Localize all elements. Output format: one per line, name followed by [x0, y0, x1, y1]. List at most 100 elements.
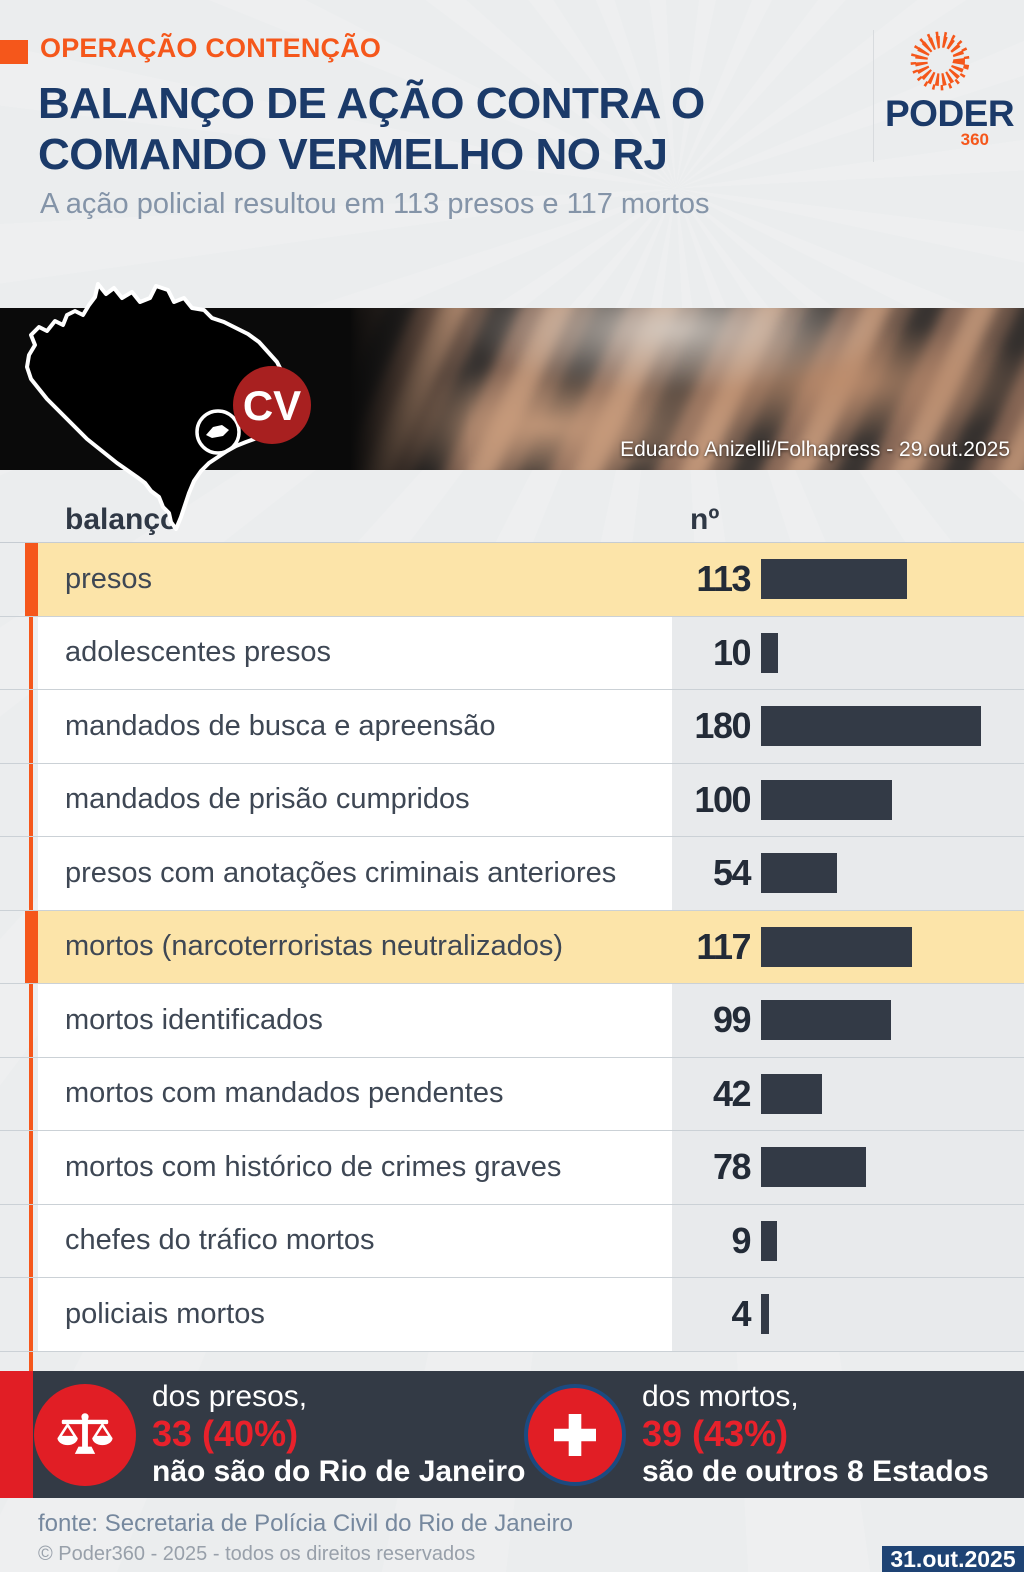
row-bar: [761, 1147, 866, 1188]
balance-table: balanço nº presos 113 adolescentes preso…: [0, 497, 1024, 1371]
row-value: 117: [696, 925, 751, 967]
row-gutter: [0, 984, 38, 1057]
row-value-cell: 113: [672, 543, 1024, 616]
table-row: presos 113: [0, 543, 1024, 617]
row-label: mandados de prisão cumpridos: [38, 763, 672, 836]
row-value: 180: [694, 705, 751, 747]
photo-band: Eduardo Anizelli/Folhapress - 29.out.202…: [0, 308, 1024, 470]
table-rows: presos 113 adolescentes presos 10 mandad…: [0, 543, 1024, 1352]
row-bar: [761, 1220, 777, 1261]
scales-icon: [34, 1383, 136, 1486]
row-value-cell: 100: [672, 763, 1024, 836]
table-row: mandados de busca e apreensão 180: [0, 690, 1024, 764]
row-value-cell: 78: [672, 1131, 1024, 1204]
row-value-cell: 10: [672, 616, 1024, 689]
source-note: fonte: Secretaria de Polícia Civil do Ri…: [38, 1510, 573, 1537]
medical-cross-icon: [524, 1383, 626, 1486]
table-row: policiais mortos 4: [0, 1278, 1024, 1352]
sunburst-icon: [910, 31, 970, 91]
row-value-cell: 117: [672, 910, 1024, 983]
row-gutter: [0, 1058, 38, 1131]
logo-360: 360: [960, 130, 989, 149]
logo-divider: [873, 30, 874, 162]
stat-line: são de outros 8 Estados: [642, 1455, 989, 1488]
stat-line: dos mortos,: [642, 1380, 799, 1413]
row-label: adolescentes presos: [38, 616, 672, 689]
kicker: OPERAÇÃO CONTENÇÃO: [40, 33, 382, 63]
cv-badge-label: CV: [243, 382, 301, 429]
highlight-orange-tab: [25, 543, 38, 616]
row-bar: [761, 779, 892, 820]
row-bar: [761, 853, 837, 894]
row-value-cell: 99: [672, 984, 1024, 1057]
row-label: mortos identificados: [38, 984, 672, 1057]
row-value: 99: [712, 999, 752, 1041]
table-row: mortos com mandados pendentes 42: [0, 1057, 1024, 1131]
brazil-silhouette: [25, 282, 292, 531]
header: OPERAÇÃO CONTENÇÃO BALANÇO DE AÇÃO CONTR…: [0, 0, 1024, 308]
date-badge: 31.out.2025: [882, 1546, 1024, 1572]
row-bar: [761, 632, 778, 673]
row-label: mortos com mandados pendentes: [38, 1057, 672, 1130]
row-bar: [761, 926, 912, 967]
stat-line: dos presos,: [152, 1380, 308, 1413]
row-value: 4: [731, 1293, 751, 1335]
row-bar: [761, 1073, 822, 1114]
row-bar: [761, 1000, 891, 1041]
row-gutter: [0, 1131, 38, 1204]
rio-state-shape: [206, 425, 229, 438]
stat-line: não são do Rio de Janeiro: [152, 1455, 526, 1488]
table-row: mandados de prisão cumpridos 100: [0, 763, 1024, 837]
cv-badge-circle: [233, 366, 311, 444]
stat-mortos-text: dos mortos, 39 (43%) são de outros 8 Est…: [642, 1379, 989, 1490]
row-gutter: [0, 690, 38, 763]
brazil-map: CV: [0, 270, 330, 542]
row-gutter: [0, 617, 38, 690]
row-value: 54: [712, 852, 752, 894]
title-line-2: COMANDO VERMELHO NO RJ: [38, 130, 668, 179]
column-header-label: balanço: [65, 502, 179, 536]
row-label: presos: [38, 543, 672, 616]
table-header: balanço nº: [0, 497, 1024, 543]
table-row: chefes do tráfico mortos 9: [0, 1204, 1024, 1278]
row-gutter: [0, 837, 38, 910]
orange-accent-block: [0, 40, 28, 64]
rio-highlight-ring: [195, 409, 241, 455]
row-value: 78: [712, 1146, 752, 1188]
photo-left-fade: [350, 308, 470, 470]
row-label: mandados de busca e apreensão: [38, 690, 672, 763]
logo-wordmark: PODER: [885, 93, 1015, 134]
column-header-value: nº: [690, 502, 720, 536]
table-row: mortos identificados 99: [0, 984, 1024, 1058]
row-value: 10: [712, 631, 752, 673]
stat-presos: dos presos, 33 (40%) não são do Rio de J…: [34, 1371, 525, 1498]
table-row: adolescentes presos 10: [0, 616, 1024, 690]
news-photo: Eduardo Anizelli/Folhapress - 29.out.202…: [350, 308, 1024, 470]
subtitle: A ação policial resultou em 113 presos e…: [40, 188, 710, 220]
row-value: 100: [694, 778, 751, 820]
stats-band: dos presos, 33 (40%) não são do Rio de J…: [0, 1371, 1024, 1498]
table-row: mortos com histórico de crimes graves 78: [0, 1131, 1024, 1205]
photo-credit: Eduardo Anizelli/Folhapress - 29.out.202…: [620, 438, 1010, 461]
row-value-cell: 42: [672, 1057, 1024, 1130]
row-value: 113: [696, 558, 751, 600]
poder360-logo: PODER 360: [885, 28, 1015, 150]
row-value: 42: [712, 1072, 752, 1114]
table-row: mortos (narcoterroristas neutralizados) …: [0, 910, 1024, 984]
row-bar: [761, 706, 981, 747]
red-accent-stripe: [0, 1371, 33, 1498]
stat-mortos: dos mortos, 39 (43%) são de outros 8 Est…: [524, 1371, 989, 1498]
row-gutter: [0, 1205, 38, 1278]
row-label: mortos com histórico de crimes graves: [38, 1131, 672, 1204]
stat-number: 39 (43%): [642, 1413, 789, 1454]
row-label: chefes do tráfico mortos: [38, 1204, 672, 1277]
row-label: mortos (narcoterroristas neutralizados): [38, 910, 672, 983]
stat-number: 33 (40%): [152, 1413, 299, 1454]
copyright-note: © Poder360 - 2025 - todos os direitos re…: [38, 1543, 476, 1565]
highlight-orange-tab: [25, 910, 38, 983]
row-label: policiais mortos: [38, 1278, 672, 1351]
page-title: BALANÇO DE AÇÃO CONTRA O COMANDO VERMELH…: [38, 78, 705, 180]
row-value-cell: 4: [672, 1278, 1024, 1351]
row-label: presos com anotações criminais anteriore…: [38, 837, 672, 910]
